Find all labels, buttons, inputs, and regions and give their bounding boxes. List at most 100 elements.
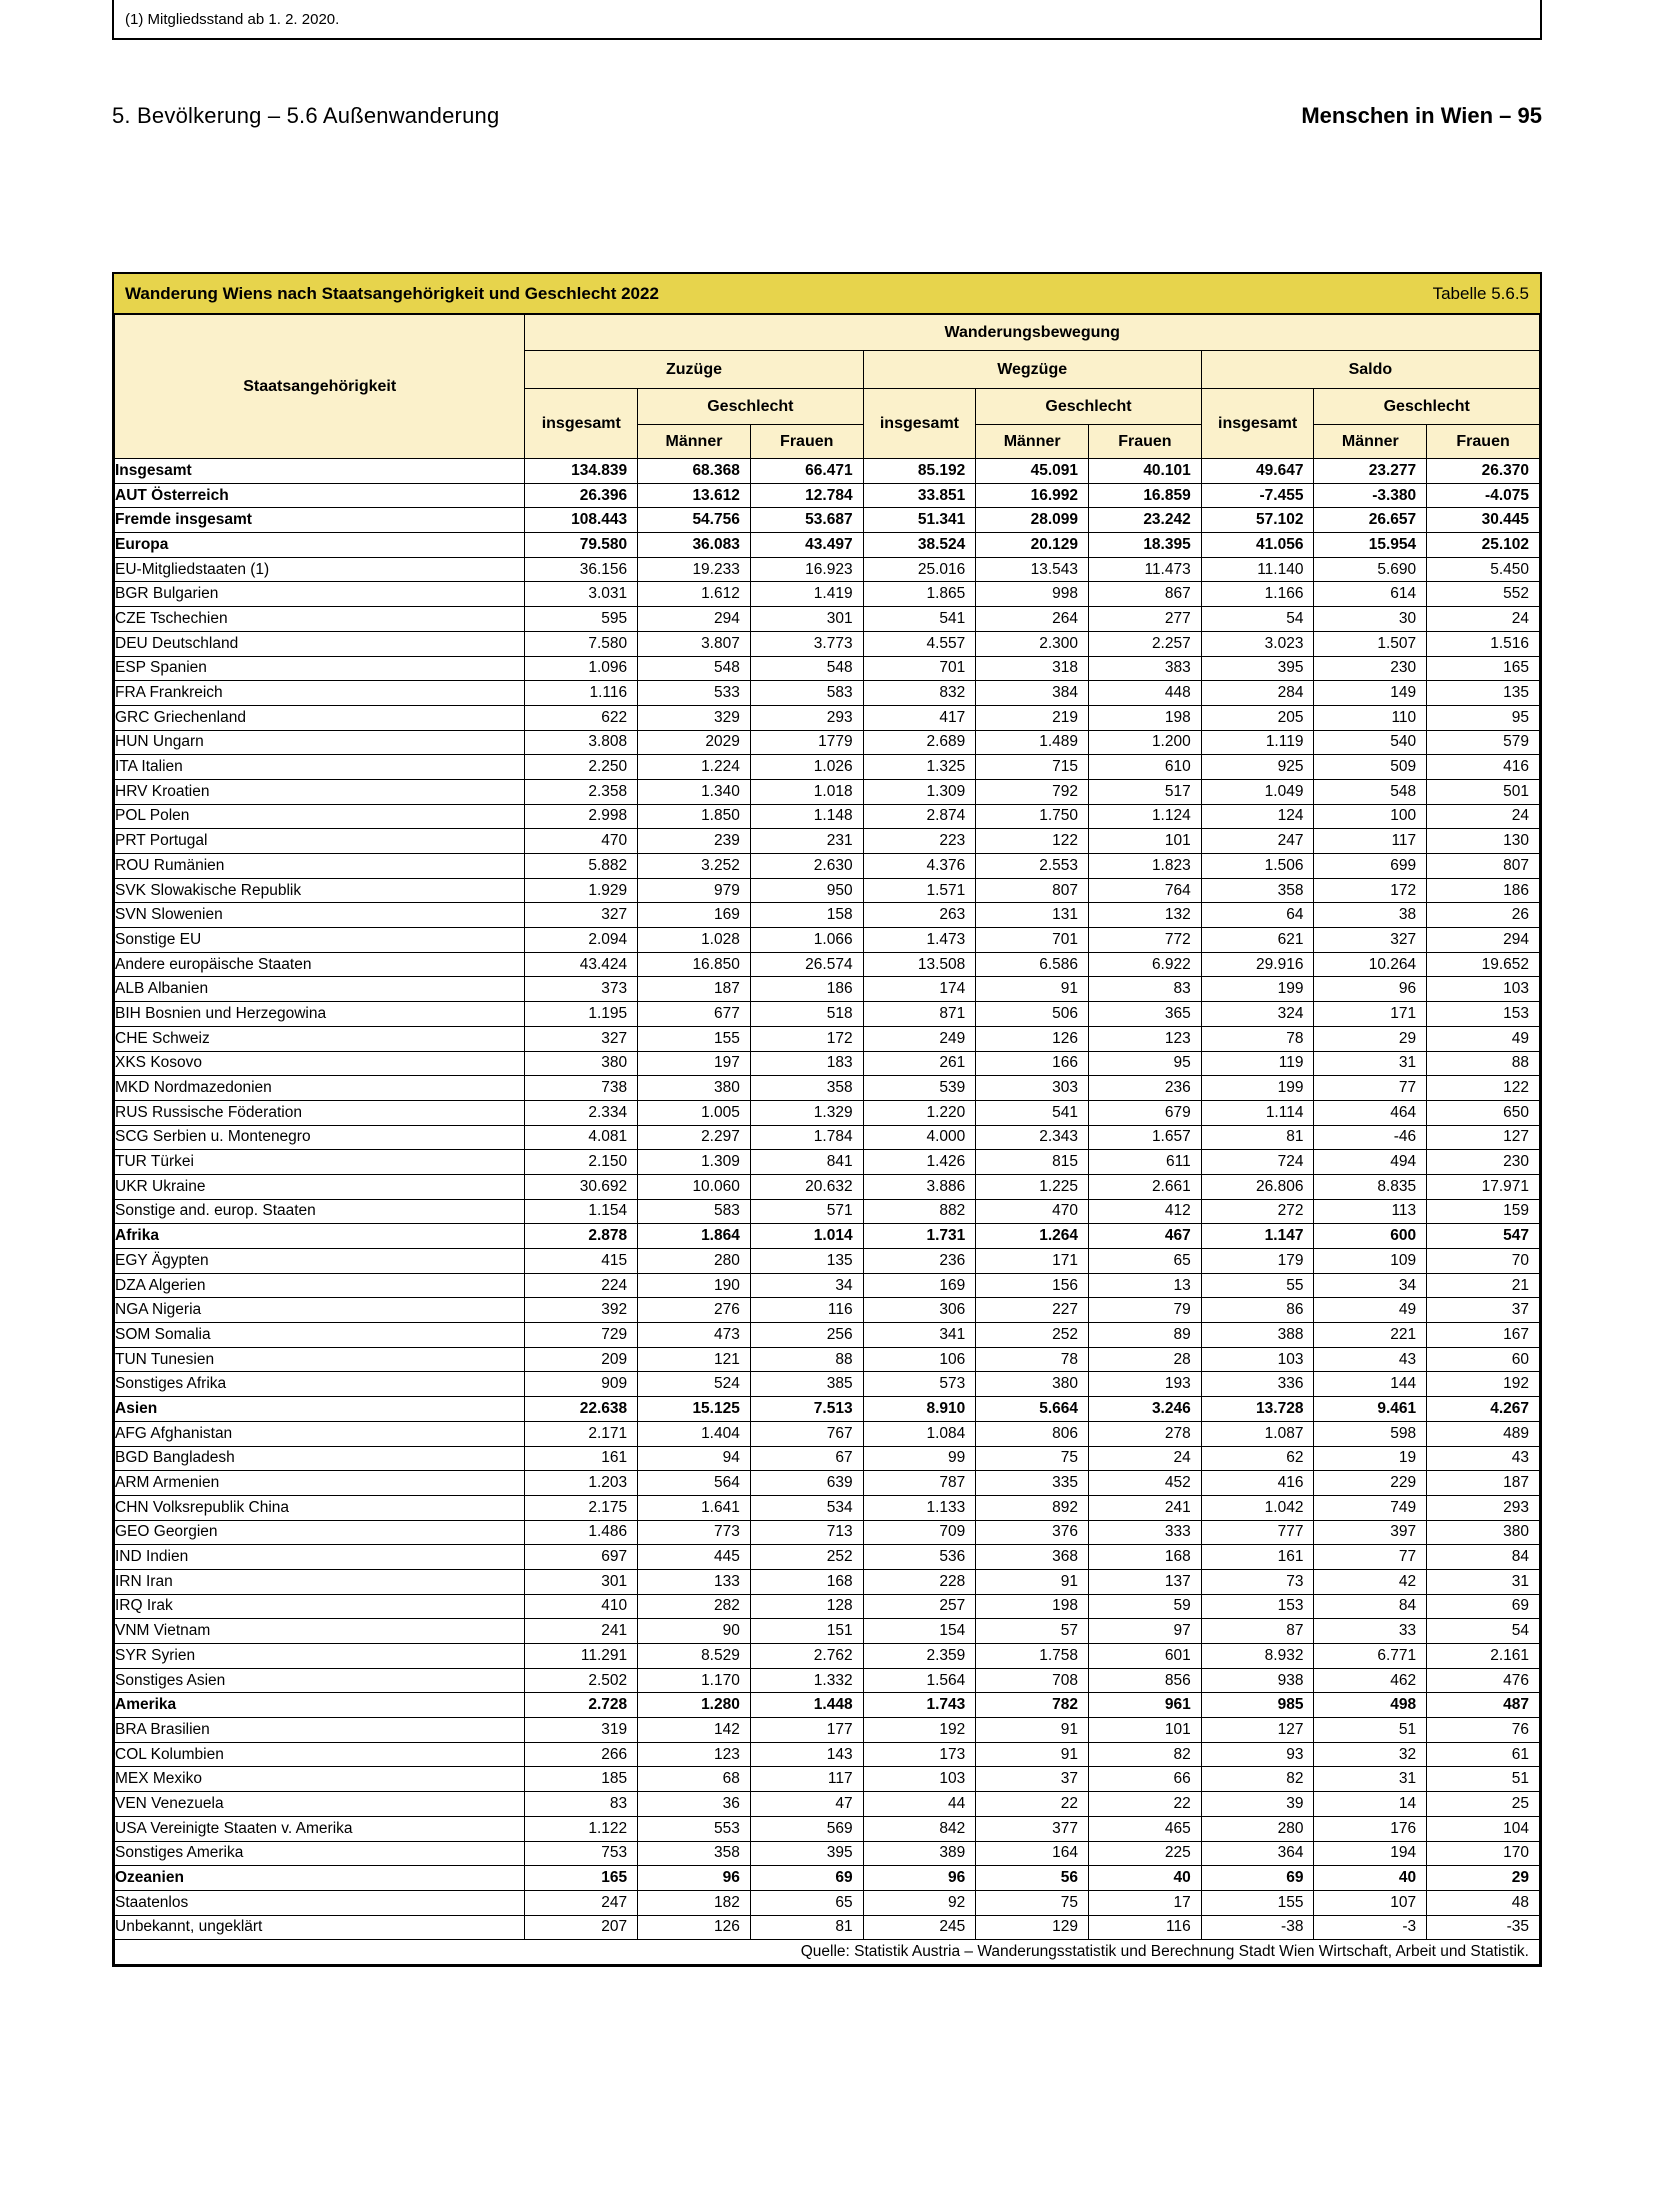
table-row: USA Vereinigte Staaten v. Amerika 1.122 55…	[113, 1815, 1540, 1842]
cell-value: 882	[862, 1198, 977, 1225]
row-label: DZA Algerien	[113, 1272, 526, 1299]
row-label: Sonstige and. europ. Staaten	[113, 1198, 526, 1225]
cell-value: 7.580	[524, 630, 639, 657]
cell-value: 26	[1426, 902, 1540, 929]
cell-value: 452	[1088, 1470, 1202, 1496]
cell-value: 462	[1313, 1667, 1428, 1694]
cell-value: 395	[1200, 655, 1315, 682]
cell-value: 31	[1313, 1050, 1428, 1077]
cell-value: 564	[637, 1470, 751, 1496]
cell-value: 494	[1313, 1149, 1428, 1175]
cell-value: 2.998	[524, 803, 639, 830]
cell-value: 245	[862, 1914, 977, 1941]
cell-value: 412	[1088, 1198, 1202, 1225]
cell-value: 445	[637, 1544, 751, 1570]
cell-value: 16.850	[637, 951, 751, 978]
cell-value: 75	[975, 1445, 1090, 1472]
column-header-wegzuege-insgesamt: insgesamt	[862, 388, 977, 459]
cell-value: 579	[1426, 729, 1540, 756]
table-row: Insgesamt 134.839 68.368 66.471 85.192 45.091…	[113, 458, 1540, 484]
cell-value: 985	[1200, 1692, 1315, 1719]
cell-value: 1.612	[637, 581, 751, 608]
cell-value: 192	[862, 1717, 977, 1743]
cell-value: 256	[749, 1322, 864, 1348]
cell-value: 229	[1313, 1470, 1428, 1496]
cell-value: 85.192	[862, 458, 977, 484]
cell-value: 65	[1088, 1248, 1202, 1274]
row-label: DEU Deutschland	[113, 630, 526, 657]
cell-value: 377	[975, 1815, 1090, 1842]
cell-value: 2.334	[524, 1099, 639, 1126]
cell-value: 31	[1426, 1568, 1540, 1595]
row-label: Sonstiges Amerika	[113, 1840, 526, 1867]
cell-value: 153	[1426, 1001, 1540, 1027]
table-row: UKR Ukraine 30.692 10.060 20.632 3.886 1.225 2…	[113, 1173, 1540, 1200]
row-label: MKD Nordmazedonien	[113, 1075, 526, 1101]
cell-value: 569	[749, 1815, 864, 1842]
cell-value: 44	[862, 1791, 977, 1817]
cell-value: 293	[1426, 1494, 1540, 1521]
table-row: MKD Nordmazedonien 738 380 358 539 303 236 199 7…	[113, 1075, 1540, 1101]
cell-value: 123	[637, 1741, 751, 1768]
table-row: VEN Venezuela 83 36 47 44 22 22 39 14 25	[113, 1791, 1540, 1817]
cell-value: 979	[637, 877, 751, 904]
cell-value: 32	[1313, 1741, 1428, 1768]
table-row: Sonstige EU 2.094 1.028 1.066 1.473 701 772 621…	[113, 927, 1540, 953]
cell-value: 37	[1426, 1297, 1540, 1324]
row-label: MEX Mexiko	[113, 1766, 526, 1793]
cell-value: 2.257	[1088, 630, 1202, 657]
cell-value: 193	[1088, 1371, 1202, 1398]
cell-value: 198	[1088, 704, 1202, 731]
cell-value: 2.661	[1088, 1173, 1202, 1200]
cell-value: 11.291	[524, 1643, 639, 1669]
cell-value: 247	[524, 1889, 639, 1916]
row-label: FRA Frankreich	[113, 680, 526, 706]
table-row: ARM Armenien 1.203 564 639 787 335 452 416 229 18…	[113, 1470, 1540, 1496]
cell-value: 8.529	[637, 1643, 751, 1669]
cell-value: 2.502	[524, 1667, 639, 1694]
cell-value: 650	[1426, 1099, 1540, 1126]
cell-value: 82	[1200, 1766, 1315, 1793]
cell-value: 54	[1200, 606, 1315, 632]
row-label: TUR Türkei	[113, 1149, 526, 1175]
cell-value: 170	[1426, 1840, 1540, 1867]
cell-value: 6.771	[1313, 1643, 1428, 1669]
cell-value: 127	[1426, 1124, 1540, 1151]
cell-value: 131	[975, 902, 1090, 929]
table-row: CHE Schweiz 327 155 172 249 126 123 78 29 49	[113, 1025, 1540, 1052]
row-label: TUN Tunesien	[113, 1346, 526, 1373]
cell-value: 103	[862, 1766, 977, 1793]
cell-value: 29.916	[1200, 951, 1315, 978]
cell-value: 61	[1426, 1741, 1540, 1768]
cell-value: 534	[749, 1494, 864, 1521]
cell-value: 171	[1313, 1001, 1428, 1027]
cell-value: 470	[524, 828, 639, 854]
cell-value: 10.060	[637, 1173, 751, 1200]
cell-value: 23.277	[1313, 458, 1428, 484]
cell-value: 19	[1313, 1445, 1428, 1472]
cell-value: 79.580	[524, 532, 639, 558]
cell-value: 8.835	[1313, 1173, 1428, 1200]
cell-value: 2.300	[975, 630, 1090, 657]
cell-value: 149	[1313, 680, 1428, 706]
cell-value: 541	[975, 1099, 1090, 1126]
row-label: VNM Vietnam	[113, 1618, 526, 1644]
cell-value: 336	[1200, 1371, 1315, 1398]
cell-value: 1.473	[862, 927, 977, 953]
cell-value: 7.513	[749, 1396, 864, 1422]
cell-value: 156	[975, 1272, 1090, 1299]
cell-value: 416	[1200, 1470, 1315, 1496]
cell-value: -4.075	[1426, 482, 1540, 509]
cell-value: 1.426	[862, 1149, 977, 1175]
table-row: Asien 22.638 15.125 7.513 8.910 5.664 3.246 13.…	[113, 1396, 1540, 1422]
column-header-wegzuege-frauen: Frauen	[1088, 424, 1202, 459]
cell-value: 92	[862, 1889, 977, 1916]
cell-value: 1.743	[862, 1692, 977, 1719]
cell-value: 548	[1313, 778, 1428, 805]
cell-value: -7.455	[1200, 482, 1315, 509]
cell-value: 190	[637, 1272, 751, 1299]
cell-value: 228	[862, 1568, 977, 1595]
cell-value: 2.630	[749, 853, 864, 879]
cell-value: 4.081	[524, 1124, 639, 1151]
row-label: SOM Somalia	[113, 1322, 526, 1348]
